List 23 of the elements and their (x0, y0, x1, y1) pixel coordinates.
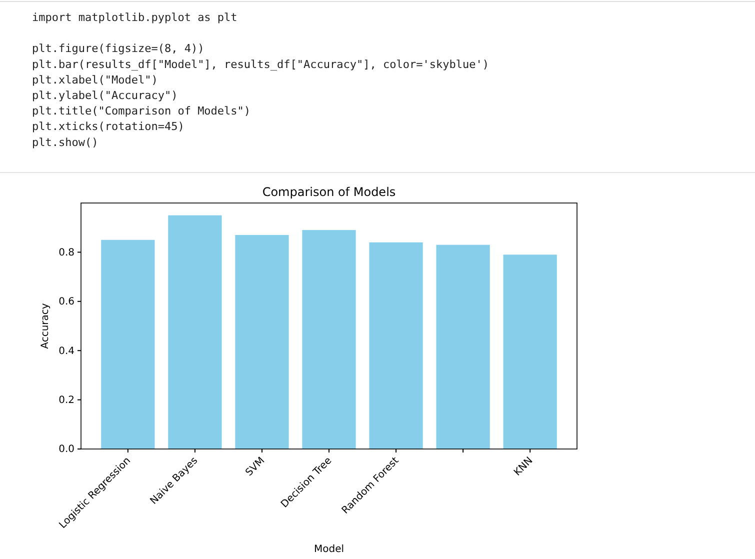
text: plt.xlabel("Model") (32, 73, 158, 86)
bar (369, 242, 423, 449)
chart-title: Comparison of Models (262, 185, 396, 199)
y-tick-label: 0.2 (58, 395, 74, 406)
y-tick-label: 0.8 (58, 247, 74, 258)
y-tick-label: 0.6 (58, 296, 74, 308)
text: plt.title("Comparison of Models") (32, 104, 251, 118)
text: plt.xticks(rotation=45) (32, 120, 184, 134)
y-tick-label: 0.4 (58, 346, 74, 357)
x-axis-title: Model (314, 544, 344, 555)
text: import matplotlib.pyplot as plt (32, 11, 238, 24)
bar (302, 230, 356, 449)
bar (235, 234, 289, 449)
text: plt.ylabel("Accuracy") (32, 89, 178, 102)
y-tick-label: 0.0 (58, 444, 74, 456)
bar (503, 254, 557, 449)
bar (168, 215, 222, 449)
text: plt.bar(results_df["Model"], results_df["Accuracy"], color='skyblue') (32, 58, 489, 71)
y-axis-title: Accuracy (40, 303, 51, 349)
text: plt.show() (32, 136, 98, 149)
bar (436, 244, 490, 449)
text: plt.figure(figsize=(8, 4)) (32, 42, 204, 56)
bar (101, 240, 155, 449)
